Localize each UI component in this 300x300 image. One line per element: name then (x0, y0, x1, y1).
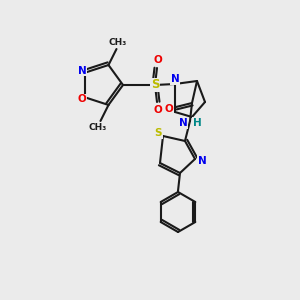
Text: O: O (154, 105, 162, 115)
Text: N: N (198, 156, 206, 166)
Text: O: O (154, 55, 162, 65)
Text: O: O (78, 94, 86, 104)
Text: N: N (171, 74, 179, 84)
Text: O: O (165, 104, 173, 114)
Text: H: H (193, 118, 201, 128)
Text: CH₃: CH₃ (88, 124, 106, 133)
Text: CH₃: CH₃ (108, 38, 127, 46)
Text: S: S (151, 79, 159, 92)
Text: S: S (154, 128, 162, 138)
Text: N: N (78, 66, 86, 76)
Text: N: N (178, 118, 188, 128)
